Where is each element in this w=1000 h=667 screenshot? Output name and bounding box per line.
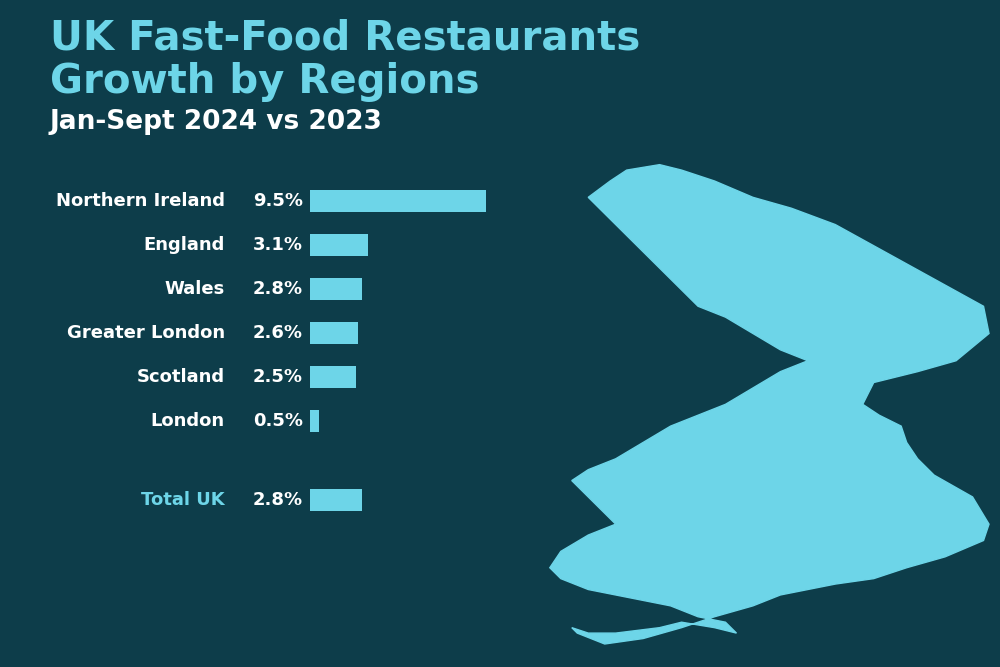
Text: 2.5%: 2.5% [253,368,303,386]
Bar [310,278,362,300]
Polygon shape [550,165,989,644]
Bar [310,410,319,432]
Text: Scotland: Scotland [137,368,225,386]
Text: Jan-Sept 2024 vs 2023: Jan-Sept 2024 vs 2023 [50,109,383,135]
Text: 3.1%: 3.1% [253,236,303,254]
Bar [310,322,358,344]
Text: London: London [151,412,225,430]
Text: 2.6%: 2.6% [253,324,303,342]
Text: UK Fast-Food Restaurants: UK Fast-Food Restaurants [50,19,640,59]
Text: Northern Ireland: Northern Ireland [56,192,225,210]
Text: Total UK: Total UK [141,491,225,509]
Text: England: England [144,236,225,254]
Text: 0.5%: 0.5% [253,412,303,430]
Text: Wales: Wales [165,280,225,298]
Bar [310,190,486,212]
Text: 2.8%: 2.8% [253,280,303,298]
Bar [310,366,356,388]
Text: Greater London: Greater London [67,324,225,342]
Text: 9.5%: 9.5% [253,192,303,210]
Bar [310,489,362,511]
Bar [310,234,368,256]
Text: 2.8%: 2.8% [253,491,303,509]
Text: Growth by Regions: Growth by Regions [50,62,480,102]
